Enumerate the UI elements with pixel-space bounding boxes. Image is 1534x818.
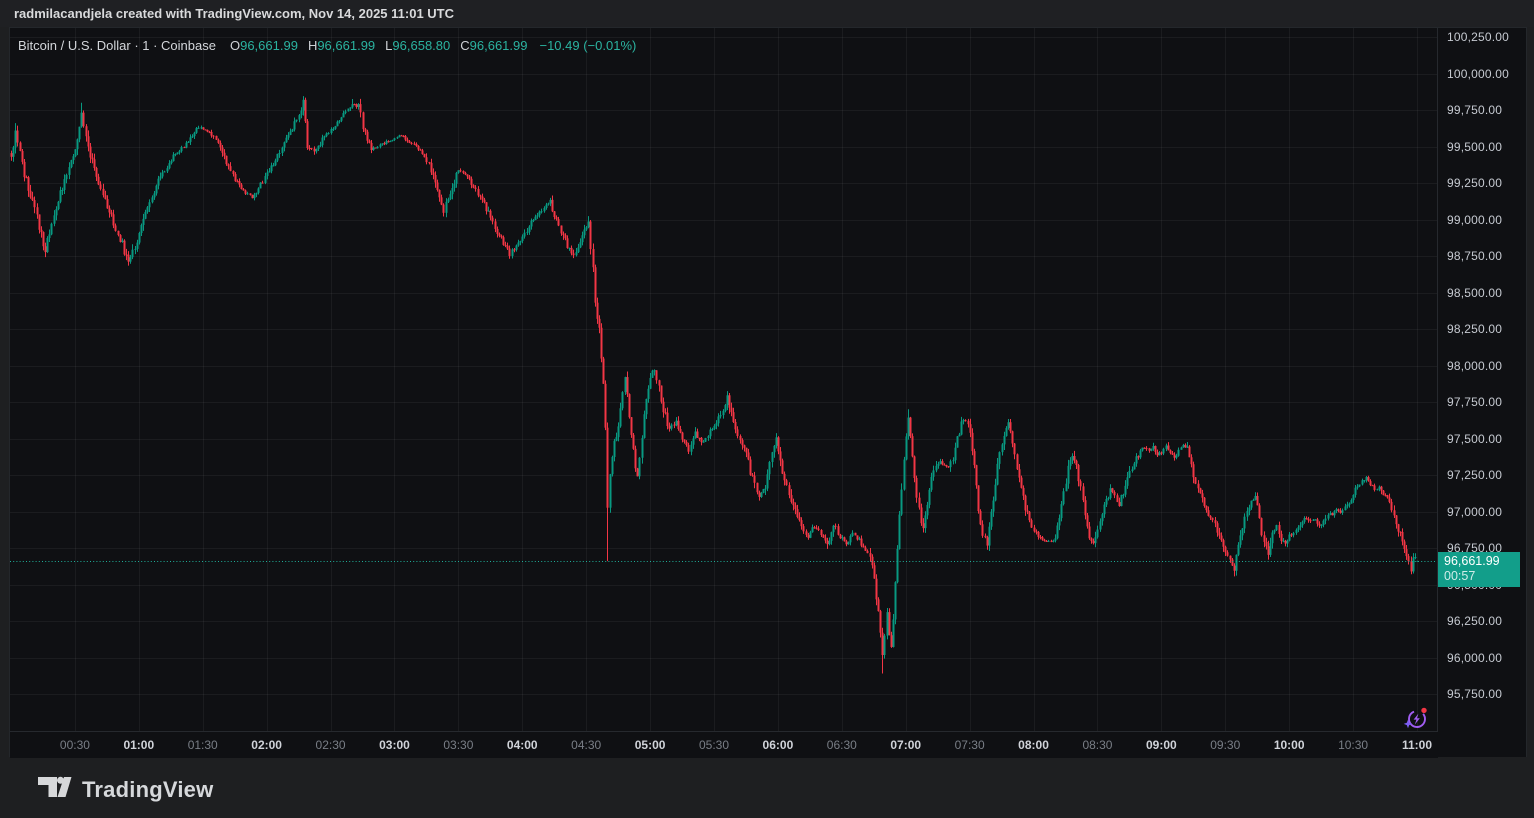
time-tick-label: 03:30	[443, 738, 474, 752]
ai-assistant-icon[interactable]	[1402, 704, 1430, 732]
price-tick-label: 96,750.00	[1447, 541, 1503, 555]
price-tick-label: 99,500.00	[1447, 139, 1503, 154]
time-tick-label: 08:00	[1018, 738, 1049, 752]
chart-legend: Bitcoin / U.S. Dollar · 1 · Coinbase O96…	[18, 36, 636, 54]
price-tick-label: 100,250.00	[1447, 30, 1510, 44]
last-price-label: 96,661.99 00:57	[1438, 551, 1520, 587]
candlestick-chart-canvas[interactable]	[10, 28, 1438, 732]
price-tick-label: 98,250.00	[1447, 322, 1503, 336]
price-tick-label: 99,000.00	[1447, 212, 1503, 227]
time-tick-label: 04:00	[506, 738, 538, 752]
price-tick-label: 97,750.00	[1447, 395, 1503, 409]
tradingview-brand-text: TradingView	[82, 776, 214, 802]
attribution-bar: radmilacandjela created with TradingView…	[0, 0, 1534, 27]
legend-change: −10.49 (−0.01%)	[539, 37, 637, 53]
time-tick-label: 02:30	[315, 738, 346, 752]
time-tick-label: 03:00	[379, 738, 410, 752]
price-tick-label: 96,000.00	[1447, 650, 1503, 665]
last-price-value: 96,661.99	[1444, 553, 1500, 568]
price-tick-label: 97,500.00	[1447, 431, 1503, 446]
price-tick-label: 98,750.00	[1447, 249, 1503, 263]
time-tick-label: 06:30	[826, 738, 857, 752]
footer-bar: TradingView	[0, 757, 1534, 818]
time-tick-label: 00:30	[59, 738, 90, 752]
price-tick-label: 98,500.00	[1447, 285, 1503, 300]
time-tick-label: 04:30	[571, 738, 602, 752]
price-tick-label: 97,000.00	[1447, 504, 1503, 519]
price-axis[interactable]: 96,661.99 00:57 100,250.00 100,000.00 99,7…	[1437, 28, 1526, 732]
time-tick-label: 07:30	[954, 738, 985, 752]
ohlc-item: C96,661.99	[460, 37, 528, 53]
time-tick-label: 05:30	[698, 738, 730, 752]
tradingview-brand-link[interactable]: TradingView	[36, 773, 213, 806]
price-tick-label: 98,000.00	[1447, 358, 1503, 373]
price-tick-label: 95,750.00	[1447, 687, 1503, 701]
price-tick-label: 97,250.00	[1447, 468, 1503, 482]
legend-ohlc: O96,661.99 H96,661.99 L96,658.80 C96,661.99	[230, 38, 528, 53]
price-tick-label: 100,000.00	[1447, 66, 1510, 81]
time-tick-label: 06:00	[762, 738, 794, 752]
price-tick-label: 99,750.00	[1447, 103, 1503, 117]
time-tick-label: 09:30	[1210, 738, 1241, 752]
tradingview-logo-icon	[36, 773, 72, 806]
price-tick-label: 96,250.00	[1447, 614, 1503, 628]
chart-panel: Bitcoin / U.S. Dollar · 1 · Coinbase O96…	[9, 27, 1527, 759]
bar-countdown: 00:57	[1444, 568, 1476, 583]
time-tick-label: 09:00	[1146, 738, 1177, 752]
time-tick-label: 01:30	[187, 738, 218, 752]
ohlc-item: O96,661.99	[229, 37, 298, 53]
time-tick-label: 08:30	[1082, 738, 1113, 752]
time-tick-label: 02:00	[251, 738, 282, 752]
ohlc-item: L96,658.80	[385, 37, 451, 53]
time-tick-label: 01:00	[123, 738, 155, 752]
time-tick-label: 05:00	[634, 738, 666, 752]
time-tick-label: 07:00	[890, 738, 922, 752]
price-tick-label: 99,250.00	[1447, 176, 1503, 190]
ohlc-item: H96,661.99	[307, 37, 376, 53]
symbol-title: Bitcoin / U.S. Dollar · 1 · Coinbase	[18, 37, 216, 53]
time-tick-label: 11:00	[1401, 738, 1433, 752]
time-tick-label: 10:00	[1273, 738, 1305, 752]
time-axis[interactable]: 00:30 01:00 01:30 02:00 02:30 03:00 03:30 04:00…	[10, 731, 1438, 758]
time-tick-label: 10:30	[1338, 738, 1369, 752]
